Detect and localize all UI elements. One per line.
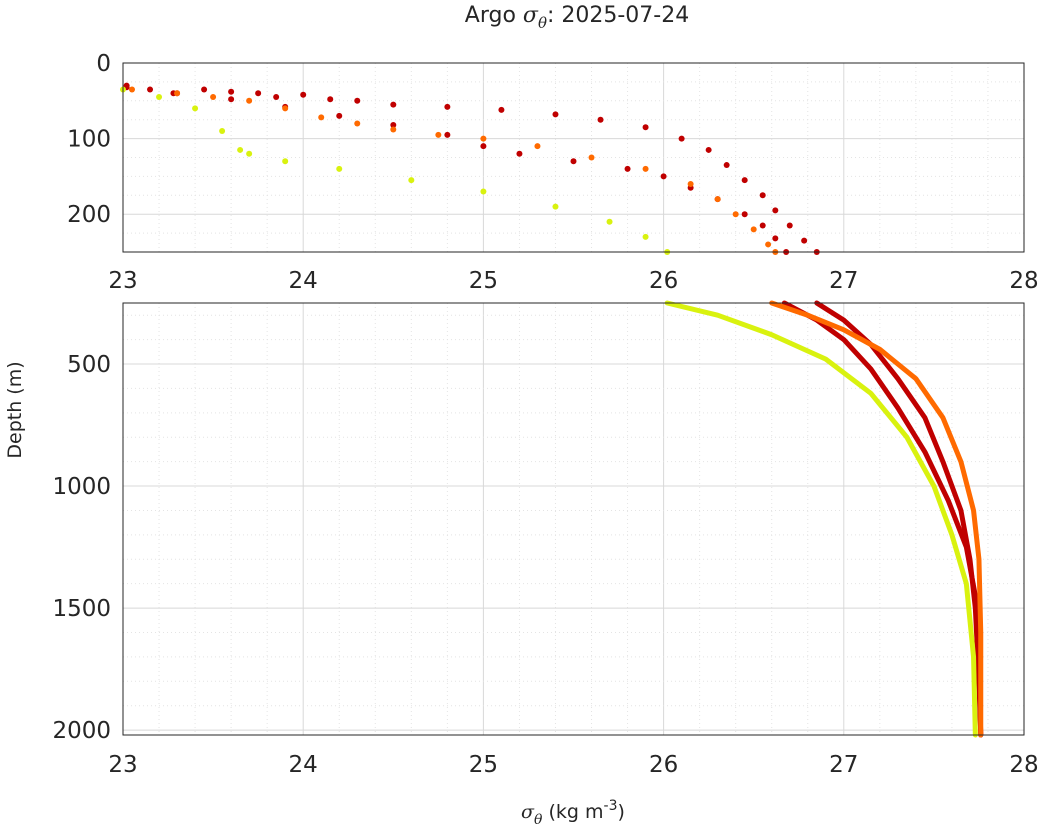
data-point	[705, 146, 712, 153]
y-axis-label: Depth (m)	[4, 361, 26, 458]
data-point	[552, 111, 559, 118]
data-point	[678, 135, 685, 142]
data-point	[642, 165, 649, 172]
x-tick-label: 23	[108, 752, 137, 778]
data-point	[759, 222, 766, 229]
data-point	[210, 94, 217, 101]
data-point	[354, 120, 361, 127]
data-point	[642, 124, 649, 131]
data-point	[750, 226, 757, 233]
data-point	[255, 90, 262, 97]
top-plot-area	[123, 63, 1024, 252]
data-point	[642, 233, 649, 240]
data-point	[354, 97, 361, 104]
data-point	[129, 86, 136, 93]
bottom-axes-box	[122, 302, 1025, 736]
data-point	[246, 150, 253, 157]
y-tick-label: 500	[67, 352, 111, 378]
data-point	[801, 237, 808, 244]
y-tick-label: 1500	[52, 596, 111, 622]
y-tick-label: 2000	[52, 718, 111, 744]
x-tick-label: 28	[1009, 752, 1038, 778]
data-point	[336, 112, 343, 119]
data-point	[498, 106, 505, 113]
data-point	[759, 192, 766, 199]
top-axes-box	[122, 62, 1025, 253]
data-point	[336, 165, 343, 172]
data-point	[228, 96, 235, 103]
data-point	[147, 86, 154, 93]
data-point	[534, 143, 541, 150]
data-point	[390, 101, 397, 108]
data-point	[408, 177, 415, 184]
data-point	[435, 131, 442, 138]
x-tick-label: 26	[649, 268, 678, 294]
data-point	[516, 150, 523, 157]
data-point	[741, 177, 748, 184]
x-tick-label: 26	[649, 752, 678, 778]
data-point	[714, 196, 721, 203]
data-point	[444, 103, 451, 110]
data-point	[201, 86, 208, 93]
y-tick-label: 100	[67, 127, 111, 153]
data-point	[390, 126, 397, 133]
bottom-data	[664, 300, 984, 738]
top-tick-labels: 23 24 25 26 27 28 0 100 200	[67, 51, 1039, 294]
data-point	[480, 135, 487, 142]
data-point	[444, 131, 451, 138]
data-point	[282, 158, 289, 165]
data-point	[318, 114, 325, 121]
data-point	[228, 88, 235, 95]
data-point	[192, 105, 199, 112]
top-panel: 23 24 25 26 27 28 0 100 200	[67, 51, 1039, 294]
data-point	[687, 180, 694, 187]
top-data	[120, 82, 820, 255]
data-point	[765, 241, 772, 248]
chart-title: Argo σθ: 2025-07-24	[465, 3, 689, 32]
data-point	[273, 94, 280, 101]
data-point	[282, 105, 289, 112]
y-tick-label: 1000	[52, 474, 111, 500]
data-point	[606, 218, 613, 225]
data-point	[246, 97, 253, 104]
x-tick-label: 25	[469, 752, 498, 778]
data-point	[624, 165, 631, 172]
data-point	[237, 146, 244, 153]
data-point	[772, 207, 779, 214]
data-point	[156, 94, 163, 101]
data-point	[570, 158, 577, 165]
data-point	[741, 211, 748, 218]
x-tick-label: 23	[108, 268, 137, 294]
data-point	[588, 154, 595, 161]
x-tick-label: 25	[469, 268, 498, 294]
data-point	[300, 91, 307, 98]
x-tick-label: 24	[289, 268, 318, 294]
data-point	[723, 162, 730, 169]
data-point	[174, 90, 181, 97]
data-point	[219, 128, 226, 135]
data-point	[660, 173, 667, 180]
data-point	[480, 143, 487, 150]
x-tick-label: 28	[1009, 268, 1038, 294]
y-tick-label: 200	[67, 202, 111, 228]
series-line	[664, 300, 978, 738]
data-point	[390, 121, 397, 128]
data-point	[732, 211, 739, 218]
y-tick-label: 0	[96, 51, 111, 77]
data-point	[552, 203, 559, 210]
bottom-panel: 23 24 25 26 27 28 500 1000 1500 2000	[52, 300, 1039, 778]
data-point	[772, 235, 779, 242]
series-line	[781, 300, 984, 738]
x-tick-label: 27	[829, 752, 858, 778]
x-axis-label: σθ (kg m-3)	[521, 798, 625, 828]
data-point	[327, 96, 334, 103]
x-tick-label: 24	[289, 752, 318, 778]
bottom-tick-labels: 23 24 25 26 27 28 500 1000 1500 2000	[52, 352, 1038, 778]
data-point	[597, 116, 604, 123]
data-point	[786, 222, 793, 229]
x-tick-label: 27	[829, 268, 858, 294]
data-point	[480, 188, 487, 195]
series-line	[769, 300, 984, 738]
